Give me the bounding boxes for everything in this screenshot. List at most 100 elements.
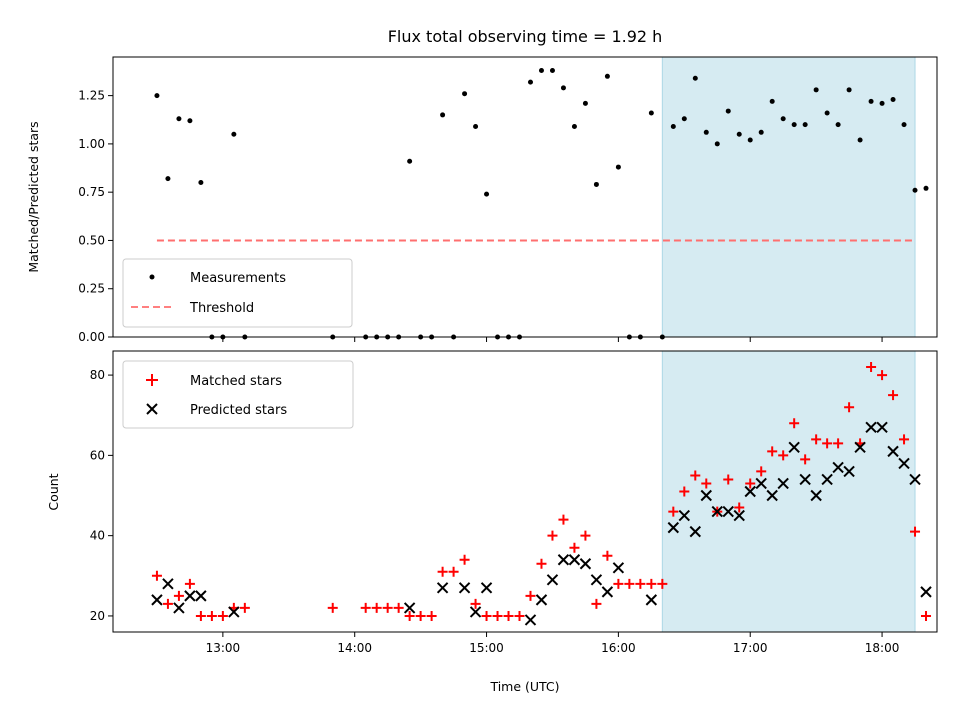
predicted-star-point	[733, 509, 745, 522]
matched-stars-legend-label: Matched stars	[190, 374, 282, 389]
predicted-star-point	[843, 465, 855, 478]
top-y-axis-label: Matched/Predicted stars	[26, 121, 41, 272]
measurements-legend-marker	[149, 274, 155, 280]
measurement-point	[725, 108, 731, 114]
predicted-star-point	[810, 489, 822, 502]
measurement-point	[670, 124, 676, 130]
predicted-star-point	[612, 562, 625, 574]
predicted-star-point	[865, 421, 877, 433]
measurement-point	[187, 118, 193, 124]
bottom-axes-frame	[112, 350, 938, 633]
predicted-star-point	[568, 554, 581, 566]
matched-star-point	[173, 590, 184, 601]
matched-star-point	[877, 370, 888, 381]
matched-star-point	[668, 506, 679, 517]
matched-star-point	[481, 610, 492, 621]
matched-star-point	[239, 602, 250, 613]
measurement-point	[582, 100, 588, 106]
predicted-star-point	[524, 614, 537, 626]
measurement-point	[604, 73, 610, 79]
measurement-point	[648, 110, 654, 116]
measurement-point	[527, 79, 533, 85]
measurement-point	[198, 180, 204, 186]
matched-star-point	[635, 578, 646, 589]
matched-star-point	[888, 390, 899, 401]
matched-star-point	[514, 610, 525, 621]
top-legend-box	[122, 258, 353, 328]
matched-star-point	[492, 610, 503, 621]
predicted-star-point	[403, 602, 416, 614]
x-tick-label: 15:00	[469, 641, 504, 655]
predicted-star-point	[645, 594, 658, 606]
measurement-point	[154, 93, 160, 99]
x-tick-label: 18:00	[865, 641, 900, 655]
predicted-star-point	[766, 489, 778, 502]
matched-star-point	[778, 450, 789, 461]
matched-star-point	[558, 514, 569, 525]
bottom-y-ticks: 20 40 60 80	[90, 368, 113, 623]
y-tick-label: 0.00	[78, 330, 105, 344]
observing-span-top	[661, 56, 916, 338]
predicted-star-point	[722, 505, 734, 518]
measurement-point	[901, 122, 907, 128]
matched-stars-series	[151, 362, 932, 621]
measurement-point	[868, 98, 874, 104]
predicted-star-point	[876, 421, 888, 433]
measurement-point	[484, 191, 490, 197]
top-x-ticks	[222, 337, 883, 342]
x-tick-label: 17:00	[733, 641, 768, 655]
measurement-point	[440, 112, 446, 118]
matched-star-point	[822, 438, 833, 449]
y-tick-label: 40	[90, 529, 105, 543]
measurement-point	[780, 116, 786, 122]
top-y-ticks: 0.00 0.25 0.50 0.75 1.00 1.25	[78, 89, 113, 344]
matched-star-point	[426, 610, 437, 621]
predicted-star-point	[777, 477, 789, 490]
measurement-point	[462, 91, 468, 97]
matched-star-point	[415, 610, 426, 621]
predicted-star-point	[689, 525, 702, 538]
y-tick-label: 60	[90, 448, 105, 462]
matched-star-point	[756, 466, 767, 477]
predicted-star-point	[195, 590, 207, 602]
x-tick-label: 16:00	[601, 641, 636, 655]
predicted-star-point	[469, 606, 482, 618]
predicted-star-point	[678, 509, 691, 522]
measurement-point	[791, 122, 797, 128]
measurement-point	[857, 137, 863, 143]
y-tick-label: 80	[90, 368, 105, 382]
measurement-point	[549, 68, 555, 74]
predicted-star-point	[788, 441, 800, 454]
predicted-stars-legend-label: Predicted stars	[190, 403, 287, 418]
measurement-point	[835, 122, 841, 128]
matched-star-point	[195, 610, 206, 621]
measurement-point	[473, 124, 479, 130]
matched-star-point	[657, 578, 668, 589]
measurement-point	[681, 116, 687, 122]
measurement-point	[176, 116, 182, 122]
predicted-star-point	[458, 582, 471, 594]
matched-star-point	[404, 610, 415, 621]
predicted-star-point	[920, 586, 932, 598]
top-legend: Measurements Threshold	[122, 258, 353, 328]
matched-star-point	[866, 362, 877, 373]
measurement-point	[692, 75, 698, 81]
y-tick-label: 0.50	[78, 233, 105, 247]
matched-star-point	[327, 602, 338, 613]
matched-star-point	[525, 590, 536, 601]
observing-span-bottom	[661, 350, 916, 633]
matched-star-point	[723, 474, 734, 485]
predicted-star-point	[667, 521, 680, 534]
measurement-point	[769, 98, 775, 104]
matched-star-point	[569, 542, 580, 553]
measurement-point	[736, 131, 742, 137]
matched-star-point	[448, 566, 459, 577]
matched-star-point	[437, 566, 448, 577]
matched-star-point	[734, 502, 745, 513]
threshold-legend-label: Threshold	[189, 301, 254, 316]
bottom-legend: Matched stars Predicted stars	[122, 360, 354, 429]
measurement-point	[703, 129, 709, 135]
matched-stars-legend-marker	[146, 374, 158, 386]
